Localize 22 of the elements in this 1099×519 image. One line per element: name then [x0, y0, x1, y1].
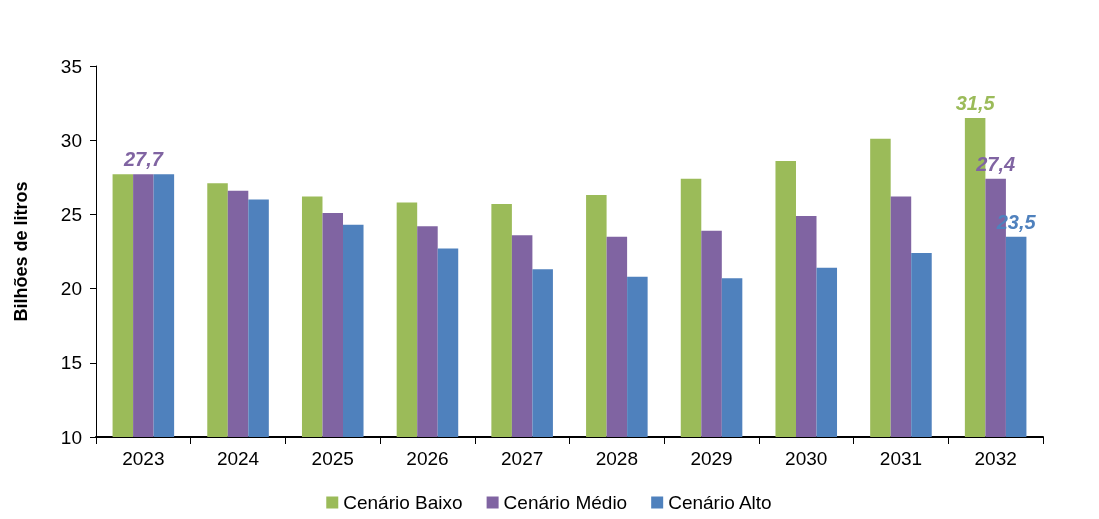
- x-tick-label: 2026: [406, 448, 449, 469]
- y-tick-label: 20: [60, 278, 82, 300]
- x-tick-label: 2025: [311, 448, 354, 469]
- y-axis-title: Bilhões de litros: [11, 181, 31, 322]
- y-tick-label: 25: [60, 203, 82, 225]
- x-tick-label: 2023: [122, 448, 165, 469]
- x-tick-label: 2030: [785, 448, 828, 469]
- x-tick-label: 2032: [974, 448, 1017, 469]
- legend-label: Cenário Alto: [668, 492, 772, 513]
- x-tick-label: 2029: [690, 448, 733, 469]
- x-tick-label: 2028: [595, 448, 638, 469]
- data-label: 27,7: [122, 148, 164, 171]
- x-tick-label: 2027: [501, 448, 544, 469]
- y-tick-label: 10: [60, 426, 82, 448]
- legend-label: Cenário Baixo: [343, 492, 463, 513]
- y-tick-label: 35: [60, 55, 82, 77]
- legend-label: Cenário Médio: [503, 492, 628, 513]
- x-tick-label: 2024: [216, 448, 260, 469]
- y-tick-label: 30: [60, 129, 82, 151]
- y-tick-label: 15: [60, 352, 82, 374]
- x-tick-label: 2031: [879, 448, 923, 469]
- data-label: 31,5: [955, 91, 996, 114]
